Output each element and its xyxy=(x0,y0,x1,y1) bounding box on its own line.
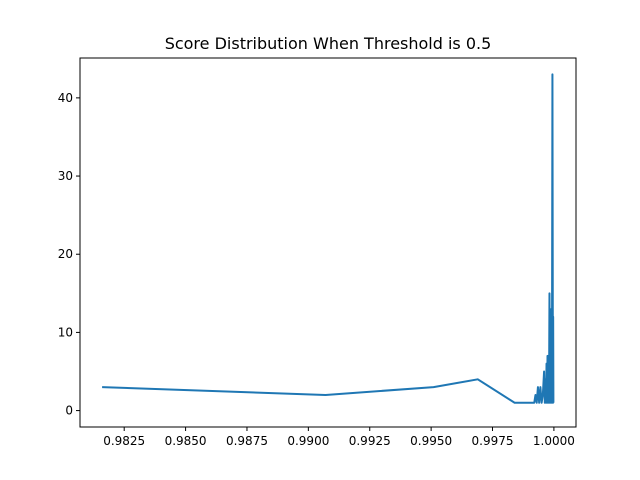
x-tick-label: 0.9925 xyxy=(349,434,391,448)
x-tick-label: 0.9850 xyxy=(165,434,207,448)
y-axis: 0 10 20 30 40 xyxy=(58,91,80,418)
x-tick-label: 0.9950 xyxy=(410,434,452,448)
series-line-0 xyxy=(102,73,555,404)
y-tick-label: 0 xyxy=(65,404,73,418)
plot-area xyxy=(102,73,555,404)
x-axis: 0.9825 0.9850 0.9875 0.9900 0.9925 0.9950 0.99… xyxy=(103,427,575,448)
x-tick-label: 0.9900 xyxy=(287,434,329,448)
axes-frame xyxy=(79,57,577,428)
y-tick-label: 40 xyxy=(58,91,73,105)
y-tick-label: 10 xyxy=(58,325,73,339)
y-tick-label: 20 xyxy=(58,247,73,261)
x-tick-label: 0.9875 xyxy=(226,434,268,448)
y-tick-label: 30 xyxy=(58,169,73,183)
x-tick-label: 0.9825 xyxy=(103,434,145,448)
x-tick-label: 1.0000 xyxy=(533,434,575,448)
chart-title: Score Distribution When Threshold is 0.5 xyxy=(165,34,492,53)
x-tick-label: 0.9975 xyxy=(472,434,514,448)
